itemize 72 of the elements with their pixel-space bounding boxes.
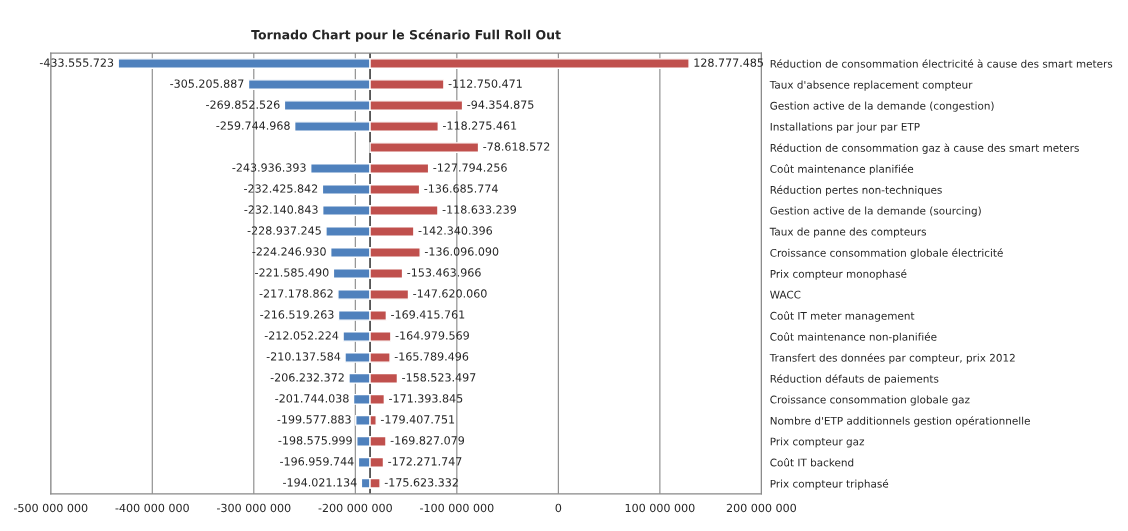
y-tick-label: Nombre d'ETP additionnels gestion opérationnelle <box>770 416 1030 427</box>
data-label: -136.096.090 <box>424 247 499 256</box>
y-tick-label: Réduction pertes non-techniques <box>770 185 942 196</box>
data-label: -201.744.038 <box>275 394 349 403</box>
data-label: -118.633.239 <box>442 205 517 214</box>
x-tick-label: 200 000 000 <box>726 503 797 513</box>
data-label: -210.137.584 <box>266 352 341 361</box>
data-label: -165.789.496 <box>394 352 469 361</box>
y-tick-label: Gestion active de la demande (sourcing) <box>770 206 981 217</box>
data-label: -228.937.245 <box>247 226 321 235</box>
y-tick-label: Prix compteur gaz <box>770 437 865 448</box>
data-label: -232.140.843 <box>244 205 318 214</box>
data-label: -259.744.968 <box>216 121 290 130</box>
data-label: -221.585.490 <box>255 268 329 277</box>
data-label: -94.354.875 <box>467 100 534 109</box>
y-tick-label: Taux de panne des compteurs <box>769 227 926 238</box>
data-label: -194.021.134 <box>283 478 357 487</box>
x-tick-label: -500 000 000 <box>13 503 88 513</box>
data-label: -212.052.224 <box>264 331 339 340</box>
x-tick-label: -200 000 000 <box>318 503 392 513</box>
bar <box>369 142 480 153</box>
y-tick-label: Réduction défauts de paiements <box>770 374 939 385</box>
y-tick-label: Prix compteur monophasé <box>770 269 907 280</box>
chart-title: Tornado Chart pour le Scénario Full Roll Out <box>251 29 561 42</box>
y-tick-label: Installations par jour par ETP <box>770 122 920 133</box>
data-label: -224.246.930 <box>252 247 326 256</box>
data-label: -199.577.883 <box>277 415 351 424</box>
y-tick-label: Croissance consommation globale gaz <box>770 395 970 406</box>
data-label: -158.523.497 <box>402 373 476 382</box>
data-label: -216.519.263 <box>260 310 334 319</box>
y-tick-label: Coût IT backend <box>770 457 854 467</box>
data-label: -232.425.842 <box>244 184 318 193</box>
y-tick-label: Réduction de consommation électricité à cause des smart meters <box>770 59 1113 68</box>
y-tick-label: Croissance consommation globale électricité <box>770 248 1003 259</box>
data-label: -127.794.256 <box>433 163 507 172</box>
x-tick-label: -100 000 000 <box>420 503 494 513</box>
data-label: -171.393.845 <box>389 394 463 403</box>
data-label: -433.555.723 <box>39 58 114 67</box>
data-label: -153.463.966 <box>407 268 481 277</box>
data-label: -136.685.774 <box>424 184 498 193</box>
data-label: -269.852.526 <box>206 100 280 109</box>
data-label: -164.979.569 <box>395 331 469 340</box>
y-tick-label: Taux d'absence replacement compteur <box>769 80 973 91</box>
x-tick-label: 100 000 000 <box>625 503 695 513</box>
y-tick-label: Réduction de consommation gaz à cause des smart meters <box>770 143 1079 154</box>
y-tick-label: Coût IT meter management <box>770 311 915 322</box>
data-label: -175.623.332 <box>384 478 458 487</box>
data-label: -147.620.060 <box>413 289 487 298</box>
data-label: -196.959.744 <box>280 457 354 466</box>
x-tick-label: 0 <box>555 503 562 513</box>
data-label: -78.618.572 <box>483 142 550 151</box>
data-label: -169.415.761 <box>391 310 465 319</box>
y-tick-label: Prix compteur triphasé <box>770 479 889 490</box>
data-label: -172.271.747 <box>388 457 462 466</box>
y-tick-label: Transfert des données par compteur, prix 2012 <box>769 353 1015 364</box>
data-label: -112.750.471 <box>448 79 522 88</box>
data-label: -206.232.372 <box>270 373 344 382</box>
data-label: -179.407.751 <box>380 415 455 424</box>
data-label: -142.340.396 <box>418 226 493 235</box>
data-label: -169.827.079 <box>390 436 465 445</box>
x-tick-label: -400 000 000 <box>115 503 189 513</box>
data-label: -198.575.999 <box>278 436 352 445</box>
y-tick-label: Gestion active de la demande (congestion) <box>770 101 994 112</box>
data-label: -305.205.887 <box>170 79 244 88</box>
data-label: -217.178.862 <box>259 289 333 298</box>
data-label: 128.777.485 <box>694 58 763 67</box>
data-label: -243.936.393 <box>232 163 306 172</box>
data-label: -118.275.461 <box>443 121 517 130</box>
y-tick-label: Coût maintenance non-planifiée <box>770 332 937 343</box>
x-tick-label: -300 000 000 <box>217 503 291 513</box>
y-tick-label: WACC <box>770 290 801 299</box>
y-tick-label: Coût maintenance planifiée <box>770 164 914 175</box>
